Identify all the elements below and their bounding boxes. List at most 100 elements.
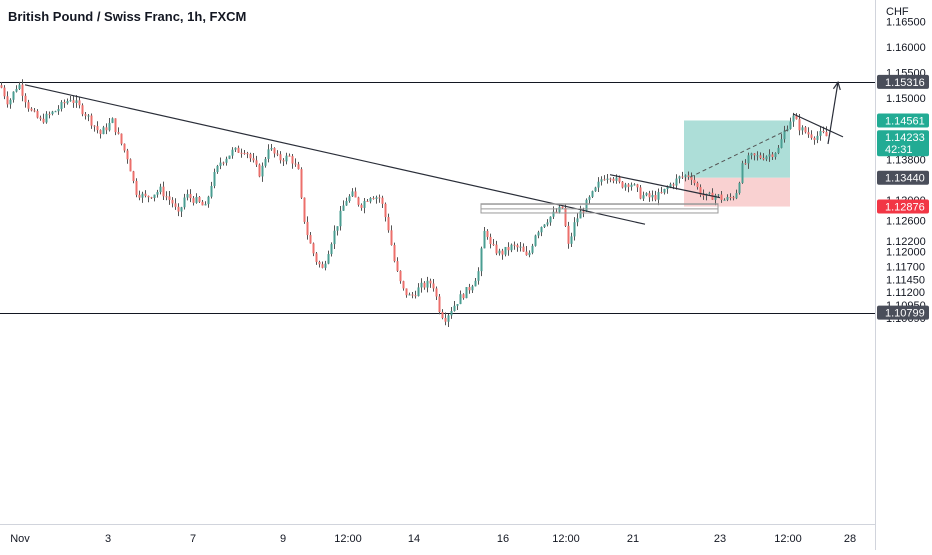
candle-body — [165, 196, 168, 198]
candle-body — [747, 155, 750, 164]
candle-body — [768, 154, 771, 157]
candle-body — [354, 191, 357, 198]
candle-body — [636, 184, 639, 188]
price-axis[interactable]: CHF1.165001.160001.155001.150001.138001.… — [886, 6, 926, 325]
candle-body — [402, 281, 405, 289]
candle-body — [357, 197, 360, 205]
candle-body — [9, 99, 12, 105]
y-tick-label: 1.16000 — [886, 42, 926, 54]
candle-body — [51, 111, 54, 115]
price-tag-green — [877, 130, 929, 157]
candle-body — [96, 126, 99, 131]
candle-body — [72, 100, 75, 103]
candle-body — [0, 85, 3, 88]
candle-body — [621, 181, 624, 188]
symbol-title[interactable]: British Pound / Swiss Franc, 1h, FXCM — [8, 9, 247, 24]
candle-body — [15, 88, 18, 92]
candle-body — [309, 235, 312, 244]
candle-body — [780, 139, 783, 148]
candle-body — [735, 193, 738, 199]
candle-body — [174, 203, 177, 207]
candle-body — [384, 203, 387, 218]
horizontal-levels — [0, 82, 875, 314]
candle-body — [234, 147, 237, 150]
candle-body — [633, 184, 636, 186]
candle-body — [651, 194, 654, 198]
countdown-label: 42:31 — [885, 144, 913, 156]
candle-body — [801, 127, 804, 131]
candle-body — [153, 194, 156, 198]
candle-body — [483, 230, 486, 249]
candle-body — [567, 225, 570, 244]
candle-body — [588, 196, 591, 200]
candle-body — [501, 250, 504, 255]
candle-body — [120, 133, 123, 144]
candle-body — [534, 235, 537, 246]
price-tag-label: 1.14233 — [885, 132, 925, 144]
candle-body — [333, 230, 336, 245]
candle-body — [810, 134, 813, 138]
candle-body — [561, 206, 564, 209]
candle-body — [135, 180, 138, 195]
candle-body — [39, 117, 42, 119]
candle-body — [123, 143, 126, 151]
candle-body — [468, 287, 471, 291]
candle-body — [615, 177, 618, 181]
x-tick-label: 12:00 — [552, 533, 580, 545]
candle-body — [276, 153, 279, 155]
candle-body — [438, 296, 441, 313]
candle-body — [30, 108, 33, 111]
candle-body — [273, 148, 276, 154]
candle-body — [456, 304, 459, 306]
candle-body — [603, 179, 606, 181]
candle-body — [525, 251, 528, 256]
candle-body — [795, 115, 798, 120]
candle-body — [645, 193, 648, 196]
candle-body — [363, 200, 366, 208]
candle-body — [288, 155, 291, 157]
candle-body — [351, 191, 354, 197]
candle-body — [147, 195, 150, 198]
candles — [0, 79, 828, 328]
candle-body — [417, 287, 420, 297]
currency-label: CHF — [886, 6, 909, 18]
candle-body — [477, 271, 480, 281]
candle-body — [186, 194, 189, 198]
candle-body — [336, 226, 339, 231]
candle-body — [69, 100, 72, 102]
time-axis[interactable]: Nov 3 7 9 12:00 14 16 12:00 21 23 12:00 28 — [10, 533, 856, 545]
candle-body — [246, 153, 249, 155]
candle-body — [582, 211, 585, 213]
candle-body — [390, 230, 393, 246]
candle-body — [486, 230, 489, 237]
candle-body — [600, 179, 603, 182]
candle-body — [297, 164, 300, 170]
candle-body — [666, 187, 669, 189]
candle-body — [327, 254, 330, 264]
candle-body — [732, 197, 735, 199]
candle-body — [141, 193, 144, 198]
candle-body — [411, 294, 414, 296]
candle-body — [330, 244, 333, 255]
candle-body — [570, 236, 573, 244]
candle-body — [669, 184, 672, 188]
candle-body — [81, 105, 84, 115]
y-tick-label: 1.13800 — [886, 154, 926, 166]
candle-body — [36, 110, 39, 118]
candle-body — [345, 201, 348, 206]
candle-body — [606, 178, 609, 180]
candle-body — [585, 199, 588, 212]
candle-body — [678, 176, 681, 179]
candle-body — [504, 246, 507, 255]
candle-body — [702, 194, 705, 196]
arrow-line — [827, 82, 839, 145]
candle-body — [687, 175, 690, 177]
candle-body — [222, 162, 225, 164]
price-tag-label: 1.13440 — [885, 173, 925, 185]
candle-body — [549, 216, 552, 223]
candle-body — [528, 252, 531, 256]
candle-body — [729, 197, 732, 199]
range-box-6 — [480, 203, 719, 210]
